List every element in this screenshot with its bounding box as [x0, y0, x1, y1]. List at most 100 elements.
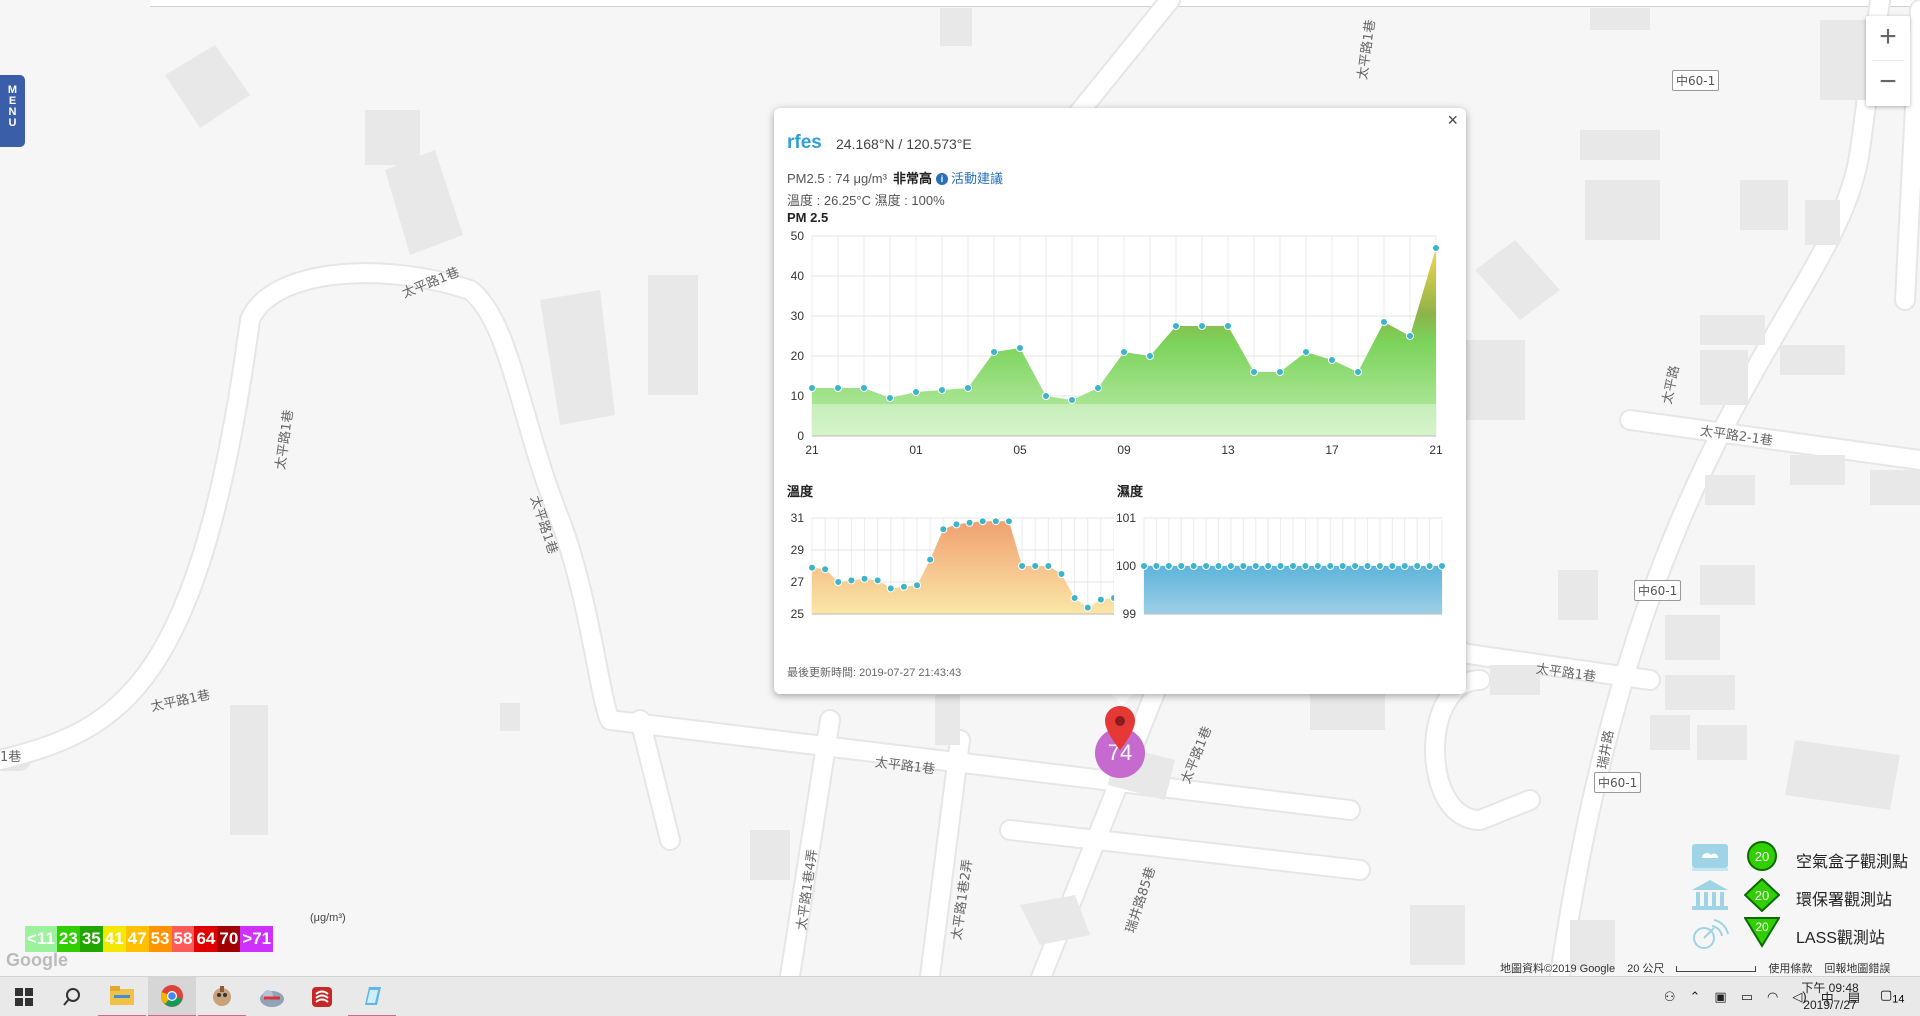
data-point[interactable] — [952, 520, 961, 529]
data-point[interactable] — [1189, 562, 1198, 570]
data-point[interactable] — [913, 581, 922, 590]
data-point[interactable] — [1438, 562, 1446, 570]
data-point[interactable] — [1004, 517, 1013, 526]
volume-icon[interactable]: ◁) — [1792, 989, 1807, 1004]
data-point[interactable] — [1068, 396, 1076, 404]
data-point[interactable] — [1140, 562, 1148, 570]
taskbar-app-3[interactable] — [298, 977, 346, 1016]
taskbar-chrome[interactable] — [148, 977, 196, 1016]
ime-indicator[interactable]: 中 — [1820, 990, 1834, 1006]
data-point[interactable] — [1380, 318, 1388, 326]
chevron-up-icon[interactable]: ⌃ — [1689, 989, 1701, 1004]
data-point[interactable] — [886, 394, 894, 402]
data-point[interactable] — [1202, 562, 1211, 570]
taskbar-app-2[interactable] — [248, 977, 296, 1016]
data-point[interactable] — [938, 386, 946, 394]
taskbar-clock[interactable]: 下午 09:48 2019/7/27 — [1790, 980, 1870, 1014]
data-point[interactable] — [1425, 562, 1434, 570]
notification-center-icon[interactable]: ▢14 — [1880, 987, 1905, 1006]
data-point[interactable] — [1276, 562, 1285, 570]
data-point[interactable] — [1400, 562, 1409, 570]
data-point[interactable] — [860, 384, 868, 392]
search-button[interactable] — [48, 977, 96, 1016]
data-point[interactable] — [1070, 594, 1079, 602]
activity-advice-link[interactable]: i 活動建議 — [936, 171, 1003, 186]
data-point[interactable] — [1226, 562, 1235, 570]
data-point[interactable] — [808, 384, 816, 392]
data-point[interactable] — [965, 518, 974, 527]
data-point[interactable] — [991, 517, 1000, 526]
data-point[interactable] — [1031, 562, 1040, 570]
keyboard-icon[interactable]: ▤ — [1847, 989, 1860, 1004]
data-point[interactable] — [821, 565, 830, 574]
data-point[interactable] — [978, 517, 987, 526]
data-point[interactable] — [1406, 332, 1414, 340]
wifi-icon[interactable]: ◠ — [1767, 989, 1779, 1004]
data-point[interactable] — [1110, 594, 1115, 602]
data-point[interactable] — [1388, 562, 1397, 570]
legend-lass[interactable]: 20 LASS觀測站 — [1688, 914, 1920, 952]
data-point[interactable] — [1432, 244, 1440, 252]
data-point[interactable] — [1152, 562, 1161, 570]
data-point[interactable] — [1083, 603, 1092, 612]
legend-epa[interactable]: 20 環保署觀測站 — [1688, 876, 1920, 914]
data-point[interactable] — [1198, 322, 1206, 330]
data-point[interactable] — [939, 525, 948, 534]
data-point[interactable] — [847, 576, 856, 585]
close-icon[interactable]: × — [1447, 110, 1458, 130]
data-point[interactable] — [1302, 348, 1310, 356]
legend-airbox[interactable]: 20 空氣盒子觀測點 — [1688, 838, 1920, 876]
data-point[interactable] — [860, 574, 869, 583]
data-point[interactable] — [1326, 562, 1335, 570]
data-point[interactable] — [1120, 348, 1128, 356]
data-point[interactable] — [926, 555, 935, 564]
map-pin-icon[interactable] — [1105, 706, 1135, 750]
data-point[interactable] — [1096, 595, 1105, 604]
data-point[interactable] — [834, 384, 842, 392]
data-point[interactable] — [912, 388, 920, 396]
data-point[interactable] — [1289, 562, 1297, 570]
terms-link[interactable]: 使用條款 — [1768, 963, 1813, 975]
zoom-out-button[interactable]: − — [1879, 65, 1897, 98]
report-error-link[interactable]: 回報地圖錯誤 — [1824, 963, 1891, 975]
data-point[interactable] — [1224, 322, 1232, 330]
zoom-in-button[interactable]: + — [1879, 20, 1897, 53]
taskbar-app-1[interactable] — [198, 977, 246, 1016]
data-point[interactable] — [1375, 562, 1384, 570]
start-button[interactable] — [0, 977, 48, 1016]
people-icon[interactable]: ⚇ — [1663, 989, 1676, 1004]
data-point[interactable] — [1044, 562, 1053, 570]
data-point[interactable] — [1057, 570, 1066, 578]
data-point[interactable] — [834, 578, 843, 586]
data-point[interactable] — [1016, 344, 1024, 352]
data-point[interactable] — [1363, 562, 1372, 570]
data-point[interactable] — [964, 384, 972, 392]
data-point[interactable] — [808, 563, 816, 572]
data-point[interactable] — [1214, 562, 1223, 570]
battery-icon[interactable]: ▭ — [1740, 989, 1754, 1004]
data-point[interactable] — [1042, 392, 1050, 400]
data-point[interactable] — [1328, 356, 1336, 364]
taskbar-app-4[interactable] — [348, 977, 396, 1016]
data-point[interactable] — [1239, 562, 1248, 570]
data-point[interactable] — [1251, 562, 1260, 570]
data-point[interactable] — [1250, 368, 1258, 376]
menu-toggle[interactable]: M E N U — [0, 75, 25, 147]
data-point[interactable] — [1338, 562, 1347, 570]
taskbar-file-explorer[interactable] — [98, 977, 146, 1016]
security-icon[interactable]: ▣ — [1714, 989, 1727, 1004]
data-point[interactable] — [1146, 352, 1154, 360]
data-point[interactable] — [873, 576, 882, 585]
data-point[interactable] — [1172, 322, 1180, 330]
data-point[interactable] — [1301, 562, 1310, 570]
data-point[interactable] — [1313, 562, 1322, 570]
data-point[interactable] — [990, 348, 998, 356]
data-point[interactable] — [1351, 562, 1360, 570]
data-point[interactable] — [1018, 562, 1027, 570]
data-point[interactable] — [1276, 368, 1284, 376]
data-point[interactable] — [1094, 384, 1102, 392]
data-point[interactable] — [1177, 562, 1186, 570]
data-point[interactable] — [1354, 368, 1362, 376]
data-point[interactable] — [1164, 562, 1173, 570]
data-point[interactable] — [1264, 562, 1273, 570]
